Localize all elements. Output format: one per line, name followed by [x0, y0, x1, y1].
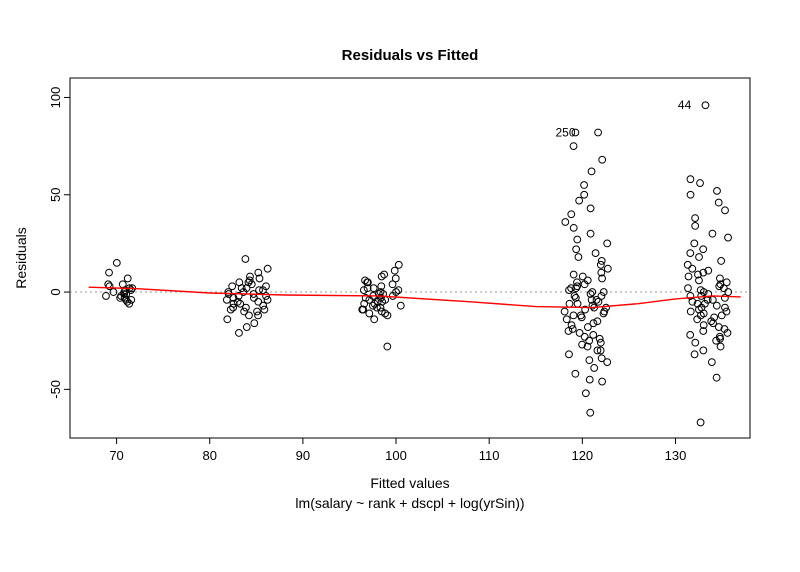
outlier-annotation: 44 — [678, 98, 692, 112]
model-formula-label: lm(salary ~ rank + dscpl + log(yrSin)) — [295, 495, 524, 511]
y-axis-label: Residuals — [13, 227, 29, 288]
x-tick-label: 70 — [109, 448, 123, 463]
y-tick-label: -50 — [48, 380, 63, 399]
x-tick-label: 100 — [385, 448, 407, 463]
y-tick-label: 0 — [48, 288, 63, 295]
x-tick-label: 120 — [571, 448, 593, 463]
chart-title: Residuals vs Fitted — [342, 47, 479, 64]
residuals-vs-fitted-plot: 70 80 90 100 110 120 130 -50 0 50 100 Residuals vs … — [0, 0, 800, 572]
x-tick-label: 80 — [202, 448, 216, 463]
x-tick-label: 110 — [479, 448, 500, 463]
outlier-annotation: 250 — [555, 125, 575, 139]
y-tick-label: 100 — [48, 87, 63, 109]
x-tick-label: 130 — [665, 448, 687, 463]
x-axis-label: Fitted values — [370, 475, 449, 491]
x-tick-label: 90 — [296, 448, 310, 463]
y-tick-label: 50 — [48, 188, 63, 202]
